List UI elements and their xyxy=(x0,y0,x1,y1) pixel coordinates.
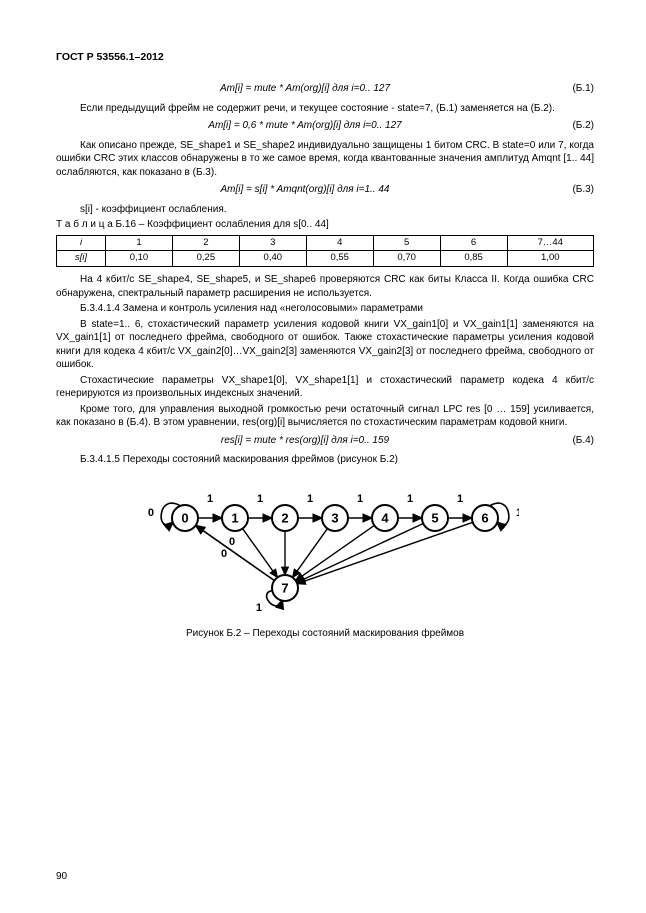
svg-text:0: 0 xyxy=(229,536,235,548)
eq-b1-text: Am[i] = mute * Am(org)[i] для i=0.. 127 xyxy=(56,82,554,96)
eq-b3-text: Am[i] = s[i] * Amqnt(org)[i] для i=1.. 4… xyxy=(56,183,554,197)
svg-text:1: 1 xyxy=(257,493,263,505)
th: 6 xyxy=(440,235,507,251)
equation-b1: Am[i] = mute * Am(org)[i] для i=0.. 127 … xyxy=(56,82,594,96)
svg-text:4: 4 xyxy=(381,510,389,525)
svg-text:3: 3 xyxy=(331,510,338,525)
para-1: Если предыдущий фрейм не содержит речи, … xyxy=(56,102,594,116)
td-label: s[i] xyxy=(57,251,106,267)
eq-b1-tag: (Б.1) xyxy=(554,82,594,96)
th: 1 xyxy=(106,235,173,251)
svg-text:1: 1 xyxy=(207,493,213,505)
svg-text:1: 1 xyxy=(307,493,313,505)
td: 0,70 xyxy=(373,251,440,267)
svg-text:1: 1 xyxy=(256,602,262,614)
equation-b2: Am[i] = 0,6 * mute * Am(org)[i] для i=0.… xyxy=(56,119,594,133)
svg-text:6: 6 xyxy=(481,510,488,525)
para-5: В state=1.. 6, стохастический параметр у… xyxy=(56,318,594,372)
th: 3 xyxy=(239,235,306,251)
eq-b2-text: Am[i] = 0,6 * mute * Am(org)[i] для i=0.… xyxy=(56,119,554,133)
table-row: s[i] 0,10 0,25 0,40 0,55 0,70 0,85 1,00 xyxy=(57,251,594,267)
coef-table: i 1 2 3 4 5 6 7…44 s[i] 0,10 0,25 0,40 0… xyxy=(56,235,594,268)
equation-b4: res[i] = mute * res(org)[i] для i=0.. 15… xyxy=(56,434,594,448)
th: 7…44 xyxy=(507,235,593,251)
td: 0,55 xyxy=(306,251,373,267)
th-i: i xyxy=(57,235,106,251)
svg-text:0: 0 xyxy=(148,507,154,519)
para-8: Б.3.4.1.5 Переходы состояний маскировани… xyxy=(56,453,594,467)
table-row: i 1 2 3 4 5 6 7…44 xyxy=(57,235,594,251)
svg-text:2: 2 xyxy=(281,510,288,525)
para-2: Как описано прежде, SE_shape1 и SE_shape… xyxy=(56,139,594,180)
figure-caption: Рисунок Б.2 – Переходы состояний маскиро… xyxy=(56,627,594,641)
td: 0,40 xyxy=(239,251,306,267)
para-3: s[i] - коэффициент ослабления. xyxy=(56,203,594,217)
doc-header: ГОСТ Р 53556.1–2012 xyxy=(56,50,594,64)
para-7: Кроме того, для управления выходной гром… xyxy=(56,403,594,430)
eq-b2-tag: (Б.2) xyxy=(554,119,594,133)
svg-text:1: 1 xyxy=(357,493,363,505)
eq-b3-tag: (Б.3) xyxy=(554,183,594,197)
equation-b3: Am[i] = s[i] * Amqnt(org)[i] для i=1.. 4… xyxy=(56,183,594,197)
td: 0,10 xyxy=(106,251,173,267)
th: 4 xyxy=(306,235,373,251)
para-4: На 4 кбит/с SE_shape4, SE_shape5, и SE_s… xyxy=(56,273,594,300)
page-number: 90 xyxy=(56,870,67,884)
eq-b4-text: res[i] = mute * res(org)[i] для i=0.. 15… xyxy=(56,434,554,448)
svg-text:7: 7 xyxy=(281,580,288,595)
td: 1,00 xyxy=(507,251,593,267)
svg-text:1: 1 xyxy=(231,510,238,525)
table-title: Т а б л и ц а Б.16 – Коэффициент ослабле… xyxy=(56,218,594,232)
svg-text:1: 1 xyxy=(516,507,519,519)
svg-text:1: 1 xyxy=(457,493,463,505)
th: 5 xyxy=(373,235,440,251)
figure-b2: 1111110100101234567 xyxy=(56,477,594,619)
eq-b4-tag: (Б.4) xyxy=(554,434,594,448)
svg-text:0: 0 xyxy=(181,510,188,525)
td: 0,85 xyxy=(440,251,507,267)
svg-text:5: 5 xyxy=(431,510,438,525)
para-5-head: Б.3.4.1.4 Замена и контроль усиления над… xyxy=(56,302,594,316)
td: 0,25 xyxy=(172,251,239,267)
svg-text:0: 0 xyxy=(221,548,227,560)
th: 2 xyxy=(172,235,239,251)
para-6: Стохастические параметры VX_shape1[0], V… xyxy=(56,374,594,401)
svg-text:1: 1 xyxy=(407,493,413,505)
state-diagram: 1111110100101234567 xyxy=(131,477,519,619)
